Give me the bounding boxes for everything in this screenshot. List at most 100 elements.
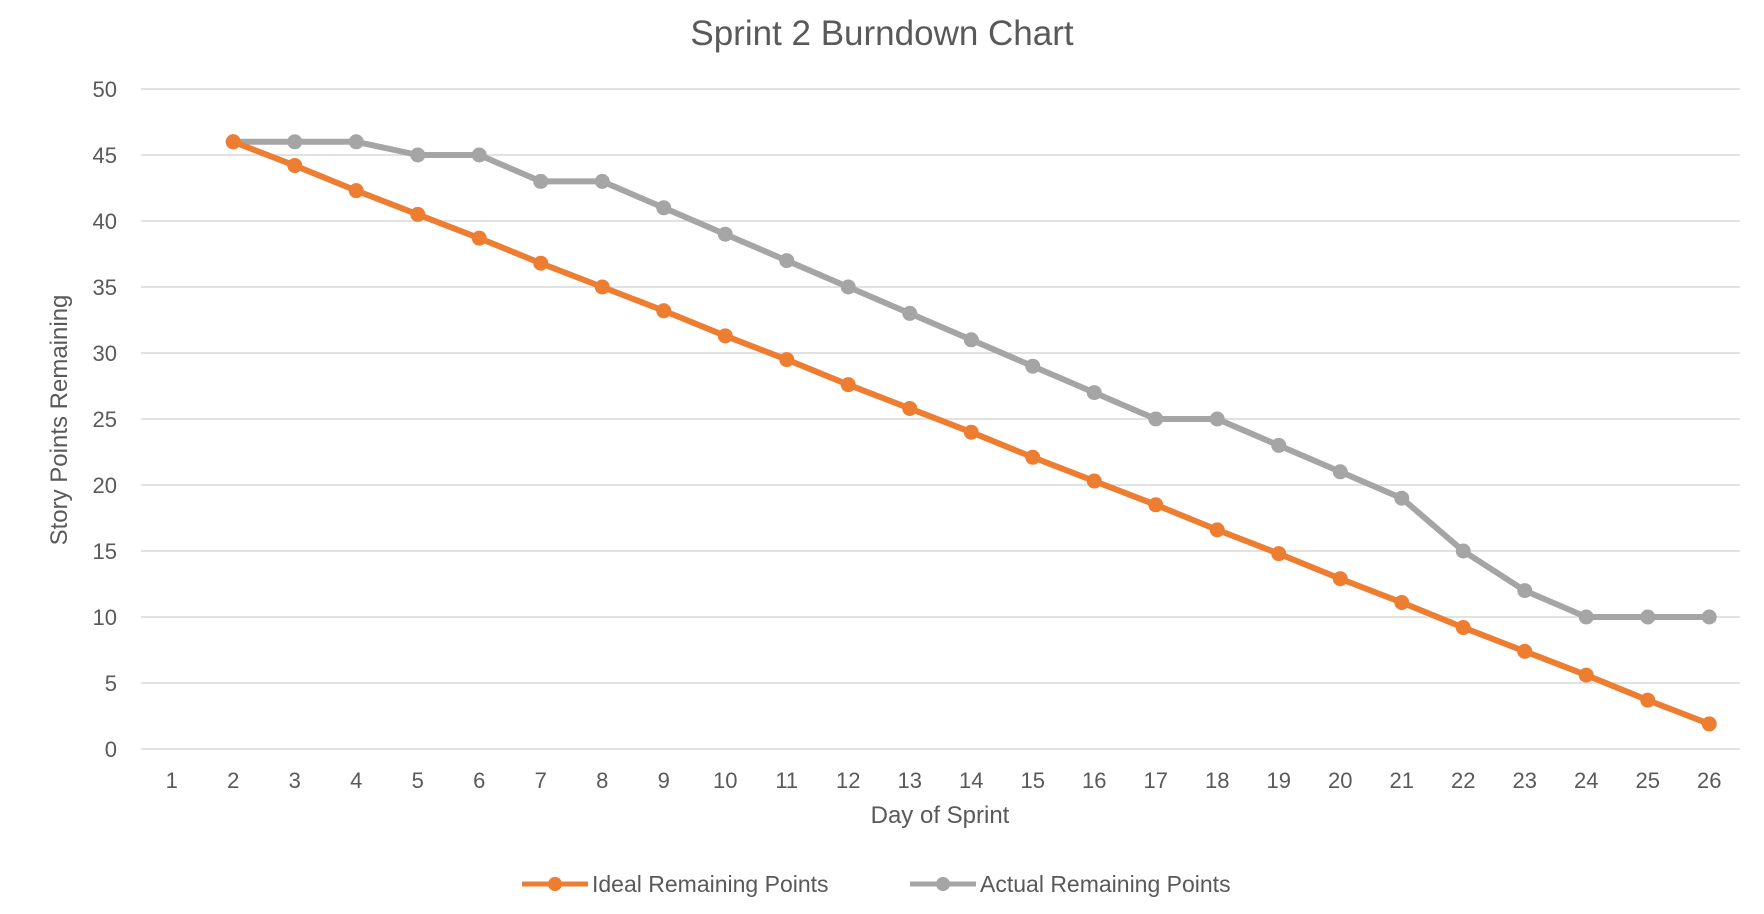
data-point-ideal (594, 279, 610, 295)
y-tick-labels: 0 5 10 15 20 25 30 35 40 45 50 (93, 77, 117, 762)
data-point-actual (902, 305, 918, 321)
legend-marker-actual (936, 877, 950, 891)
series-lines (225, 134, 1717, 732)
data-point-actual (1332, 464, 1348, 480)
data-point-actual (1517, 583, 1533, 599)
series-ideal (225, 134, 1717, 732)
legend-item-actual: Actual Remaining Points (910, 871, 1231, 897)
y-tick-label: 25 (93, 407, 117, 432)
x-axis-title: Day of Sprint (871, 802, 1010, 829)
data-point-actual (1701, 609, 1717, 625)
data-point-actual (1455, 543, 1471, 559)
data-point-ideal (410, 206, 426, 222)
data-point-actual (1271, 437, 1287, 453)
data-point-actual (1578, 609, 1594, 625)
data-point-ideal (1025, 449, 1041, 465)
data-point-ideal (902, 400, 918, 416)
x-tick-label: 21 (1390, 768, 1414, 793)
legend: Ideal Remaining Points Actual Remaining … (522, 871, 1231, 897)
x-tick-label: 15 (1021, 768, 1045, 793)
legend-item-ideal: Ideal Remaining Points (522, 871, 829, 897)
y-tick-label: 0 (105, 737, 117, 762)
data-point-actual (1025, 358, 1041, 374)
y-tick-label: 20 (93, 473, 117, 498)
x-tick-label: 9 (658, 768, 670, 793)
x-tick-label: 6 (473, 768, 485, 793)
data-point-actual (348, 134, 364, 150)
data-point-actual (1086, 385, 1102, 401)
series-line-actual (230, 138, 1713, 620)
data-point-actual (471, 147, 487, 163)
data-point-actual (840, 279, 856, 295)
x-tick-label: 10 (713, 768, 737, 793)
x-tick-label: 25 (1636, 768, 1660, 793)
data-point-ideal (840, 377, 856, 393)
data-point-ideal (1640, 692, 1656, 708)
x-tick-labels: 1 2 3 4 5 6 7 8 9 10 11 12 13 14 15 16 17 18 19 20 21 22 23 24 2… (166, 768, 1722, 793)
x-tick-label: 24 (1574, 768, 1598, 793)
x-tick-label: 11 (775, 768, 798, 793)
data-point-ideal (1517, 643, 1533, 659)
y-tick-label: 10 (93, 605, 117, 630)
data-point-ideal (1332, 571, 1348, 587)
y-tick-label: 15 (93, 539, 117, 564)
legend-marker-ideal (548, 877, 562, 891)
data-point-ideal (1578, 667, 1594, 683)
data-point-ideal (1271, 546, 1287, 562)
y-tick-label: 45 (93, 143, 117, 168)
data-point-actual (1209, 411, 1225, 427)
data-point-ideal (1148, 497, 1164, 513)
x-tick-label: 26 (1697, 768, 1721, 793)
data-point-ideal (348, 183, 364, 199)
data-point-actual (656, 200, 672, 216)
data-point-ideal (1455, 620, 1471, 636)
x-tick-label: 23 (1513, 768, 1537, 793)
y-tick-label: 30 (93, 341, 117, 366)
legend-label-actual: Actual Remaining Points (980, 871, 1231, 897)
data-point-ideal (1701, 716, 1717, 732)
x-tick-label: 20 (1328, 768, 1352, 793)
y-axis-title: Story Points Remaining (46, 295, 73, 546)
data-point-actual (410, 147, 426, 163)
data-point-ideal (656, 303, 672, 319)
chart-title: Sprint 2 Burndown Chart (690, 14, 1074, 53)
data-point-actual (594, 173, 610, 189)
data-point-ideal (287, 158, 303, 174)
x-tick-label: 12 (836, 768, 860, 793)
data-point-ideal (779, 352, 795, 368)
data-point-ideal (225, 134, 241, 150)
data-point-actual (1394, 490, 1410, 506)
data-point-actual (533, 173, 549, 189)
data-point-ideal (471, 230, 487, 246)
x-tick-label: 13 (898, 768, 922, 793)
data-point-ideal (1086, 473, 1102, 489)
x-tick-label: 1 (166, 768, 178, 793)
data-point-actual (1640, 609, 1656, 625)
x-tick-label: 4 (350, 768, 362, 793)
data-point-actual (1148, 411, 1164, 427)
legend-label-ideal: Ideal Remaining Points (592, 871, 829, 897)
data-point-ideal (963, 424, 979, 440)
data-point-actual (779, 253, 795, 269)
data-point-actual (717, 226, 733, 242)
y-tick-label: 50 (93, 77, 117, 102)
x-tick-label: 22 (1451, 768, 1475, 793)
x-tick-label: 17 (1144, 768, 1168, 793)
y-tick-label: 5 (105, 671, 117, 696)
x-tick-label: 2 (227, 768, 239, 793)
data-point-ideal (717, 328, 733, 344)
x-tick-label: 5 (412, 768, 424, 793)
data-point-ideal (1209, 522, 1225, 538)
data-point-ideal (1394, 594, 1410, 610)
x-tick-label: 19 (1267, 768, 1291, 793)
x-tick-label: 16 (1082, 768, 1106, 793)
x-tick-label: 14 (959, 768, 983, 793)
x-tick-label: 18 (1205, 768, 1229, 793)
data-point-actual (963, 332, 979, 348)
x-tick-label: 7 (535, 768, 547, 793)
y-tick-label: 40 (93, 209, 117, 234)
y-tick-label: 35 (93, 275, 117, 300)
x-tick-label: 8 (596, 768, 608, 793)
data-point-actual (287, 134, 303, 150)
